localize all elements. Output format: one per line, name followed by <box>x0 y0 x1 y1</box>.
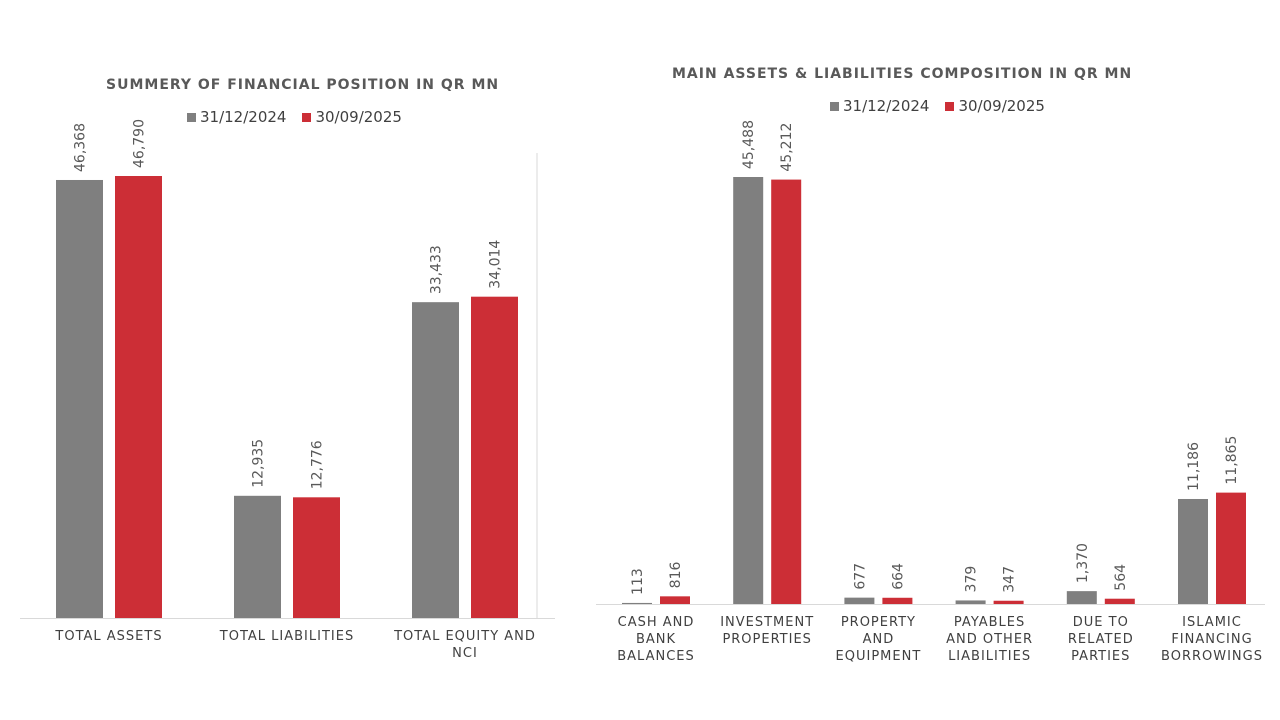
category-label: PAYABLES AND OTHER LIABILITIES <box>946 615 1034 664</box>
legend-label: 30/09/2025 <box>958 97 1045 115</box>
bar-series2 <box>993 600 1024 604</box>
chart2-title: MAIN ASSETS & LIABILITIES COMPOSITION IN… <box>672 66 1133 82</box>
data-label: 33,433 <box>429 245 445 294</box>
data-label: 816 <box>668 562 684 589</box>
bar-series2 <box>471 296 518 618</box>
category-label: TOTAL ASSETS <box>55 629 163 644</box>
data-label: 45,488 <box>741 120 757 169</box>
bar-series1 <box>56 179 103 619</box>
data-label: 379 <box>964 566 980 593</box>
bar-series1 <box>1178 498 1208 604</box>
data-label: 34,014 <box>488 240 504 289</box>
data-label: 11,865 <box>1224 436 1240 485</box>
bar-series1 <box>844 597 875 604</box>
data-label: 12,776 <box>310 440 326 489</box>
bar-series2 <box>1216 492 1246 604</box>
data-label: 564 <box>1113 564 1129 591</box>
data-label: 46,368 <box>73 123 89 172</box>
bar-series1 <box>622 602 652 604</box>
data-label: 45,212 <box>779 123 795 172</box>
bar-series1 <box>1066 591 1097 604</box>
legend-label: 31/12/2024 <box>843 97 930 115</box>
chart1-legend: 31/12/2024 30/09/2025 <box>187 108 402 126</box>
bar-series1 <box>733 177 764 604</box>
category-label: TOTAL EQUITY AND NCI <box>394 629 536 661</box>
bar-series1 <box>412 302 459 618</box>
bar-series2 <box>882 597 913 604</box>
data-label: 46,790 <box>132 119 148 168</box>
data-label: 11,186 <box>1186 442 1202 491</box>
category-label: DUE TO RELATED PARTIES <box>1067 615 1134 664</box>
legend-item-series2: 30/09/2025 <box>945 97 1045 115</box>
chart2-legend: 31/12/2024 30/09/2025 <box>830 97 1045 115</box>
legend-swatch-gray <box>187 112 196 122</box>
category-label: CASH AND BANK BALANCES <box>617 615 695 664</box>
data-label: 113 <box>630 568 646 595</box>
category-label: PROPERTY AND EQUIPMENT <box>835 615 922 664</box>
data-label: 677 <box>852 563 868 590</box>
bar-series1 <box>955 600 986 604</box>
data-label: 12,935 <box>251 439 267 488</box>
bar-series2 <box>115 176 162 618</box>
legend-item-series1: 31/12/2024 <box>830 97 929 115</box>
legend-item-series1: 31/12/2024 <box>187 108 286 126</box>
legend-swatch-red <box>945 101 955 111</box>
bar-series2 <box>771 179 802 605</box>
legend-swatch-red <box>302 112 312 122</box>
bar-series2 <box>1104 598 1135 604</box>
legend-swatch-gray <box>830 101 839 111</box>
data-label: 347 <box>1002 566 1018 593</box>
category-label: TOTAL LIABILITIES <box>219 629 355 644</box>
bar-series2 <box>293 497 340 618</box>
category-label: ISLAMIC FINANCING BORROWINGS <box>1161 615 1263 664</box>
chart1-title: SUMMERY OF FINANCIAL POSITION IN QR MN <box>106 77 500 93</box>
data-label: 1,370 <box>1075 543 1091 583</box>
bar-series2 <box>660 596 690 604</box>
legend-item-series2: 30/09/2025 <box>302 108 402 126</box>
legend-label: 31/12/2024 <box>200 108 287 126</box>
category-label: INVESTMENT PROPERTIES <box>720 615 815 647</box>
legend-label: 30/09/2025 <box>315 108 402 126</box>
bar-series1 <box>234 495 281 618</box>
data-label: 664 <box>890 563 906 590</box>
